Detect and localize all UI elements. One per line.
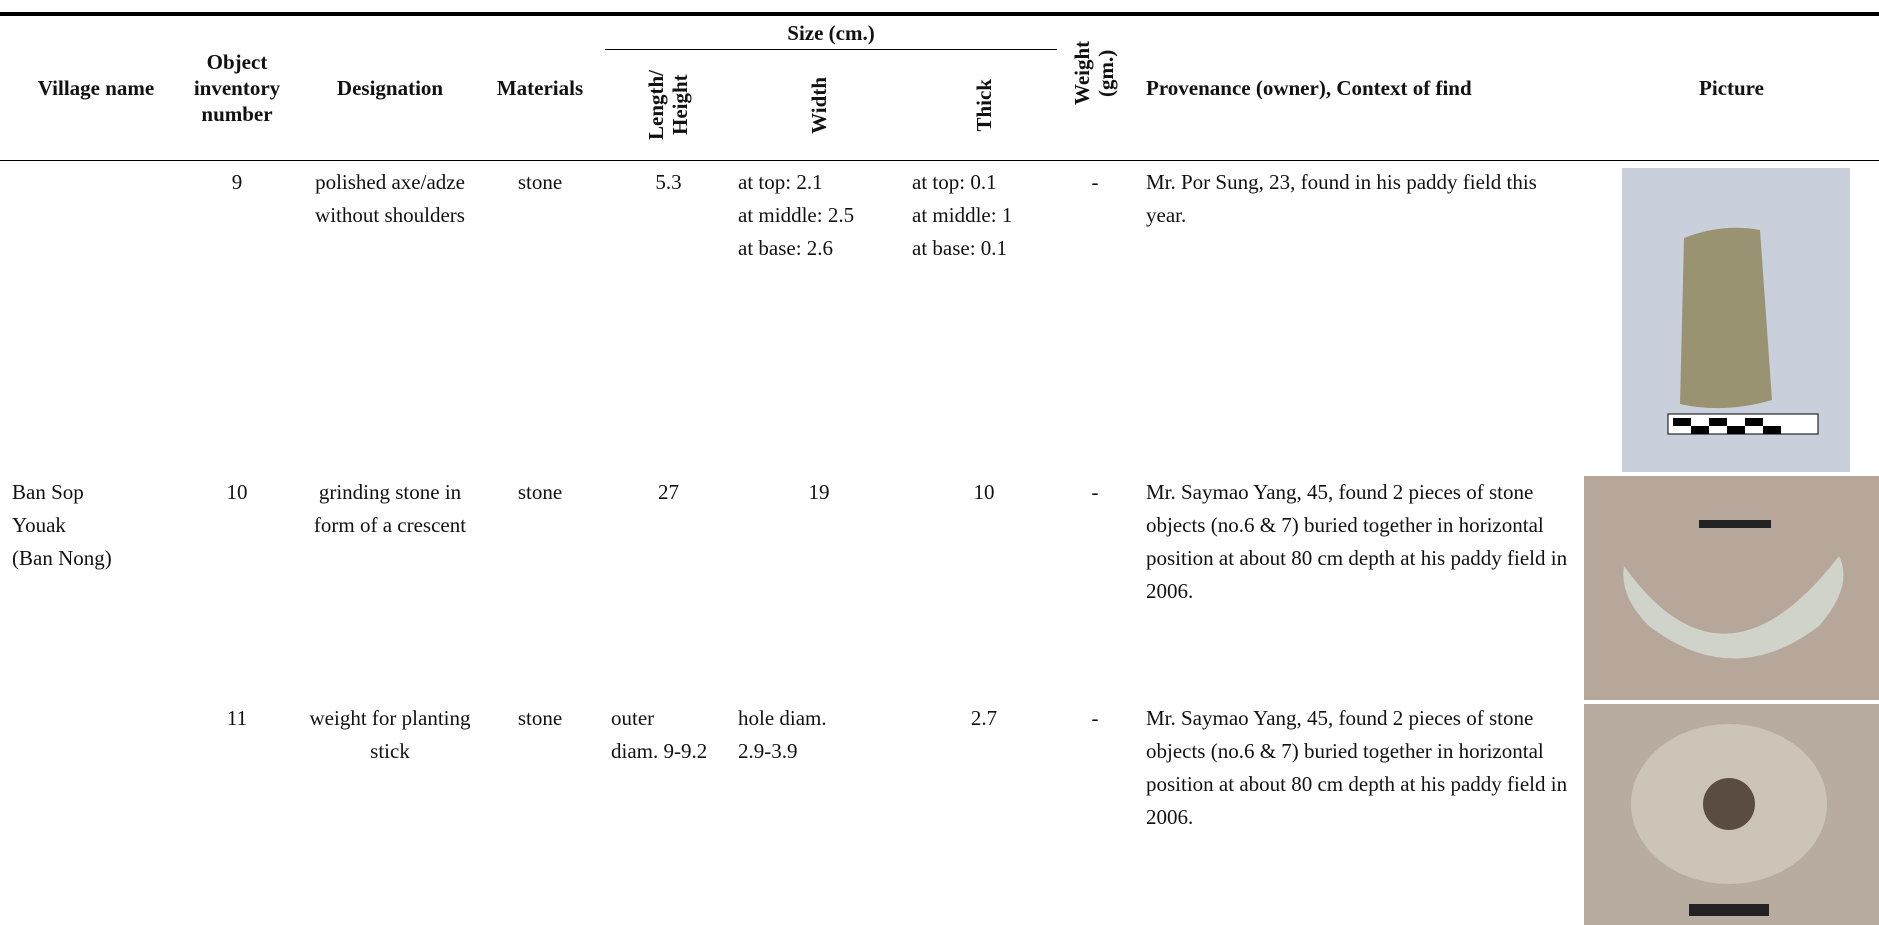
header-cell: Designation [300,18,480,158]
number-cell: 9 [231,170,243,194]
header-text: Provenance (owner), Context of find [1146,76,1472,100]
provenance-cell: Mr. Saymao Yang, 45, found 2 pieces of s… [1146,480,1568,603]
object-photo [1584,704,1879,925]
header-text: Village name [37,76,155,100]
header-cell: Size (cm.) [605,16,1057,50]
length-cell: 5.3 [655,170,682,194]
header-cell: Weight (gm.) [1062,18,1128,128]
length-cell: outer diam. 9-9.2 [605,702,732,768]
designation-cell: polished axe/adze without shoulders [315,170,465,227]
materials-cell: stone [517,706,563,730]
cell-line: Youak [12,513,66,537]
object-photo [1584,476,1879,700]
width-cell: hole diam. 2.9-3.9 [732,702,906,768]
header-text: Picture [1699,76,1764,100]
length-cell: 27 [658,480,679,504]
header-text: Size (cm.) [787,21,875,45]
width-cell: at top: 2.1 at middle: 2.5 at base: 2.6 [732,166,906,265]
header-cell: Village name [0,18,192,158]
header-text: Weight (gm.) [1070,40,1118,106]
header-text: Thick [972,78,996,132]
designation-cell: grinding stone in form of a crescent [313,480,467,537]
thick-cell: 10 [973,480,995,504]
materials-cell: stone [517,480,563,504]
header-cell: Picture [1584,18,1879,158]
cell-line: (Ban Nong) [12,546,112,570]
number-cell: 10 [226,480,248,504]
weight-cell: - [1091,480,1099,504]
thick-cell: at top: 0.1 at middle: 1 at base: 0.1 [906,166,1062,265]
header-text: Designation [336,76,444,100]
cell-line: at base: 0.1 [912,236,1008,260]
number-cell: 11 [226,706,248,730]
header-cell: Width [732,52,906,158]
provenance-cell: Mr. Por Sung, 23, found in his paddy fie… [1146,170,1537,227]
materials-cell: stone [517,170,563,194]
designation-cell: weight for planting stick [309,706,471,763]
header-text: Object inventory number [193,50,281,126]
cell-line: 2.9-3.9 [738,739,798,763]
cell-line: Ban Sop [12,480,84,504]
object-photo [1622,168,1850,472]
header-cell: Object inventory number [192,18,282,158]
cell-line: outer [611,706,655,730]
header-text: Width [807,76,831,134]
header-rule [0,160,1879,161]
cell-line: diam. 9-9.2 [611,739,708,763]
cell-line: at top: 2.1 [738,170,823,194]
cell-line: at top: 0.1 [912,170,997,194]
cell-line: at middle: 2.5 [738,203,855,227]
header-text: Materials [496,76,584,100]
header-text: Length/ Height [643,70,692,141]
header-cell: Length/ Height [605,52,732,158]
size-rule [605,49,1057,50]
provenance-cell: Mr. Saymao Yang, 45, found 2 pieces of s… [1146,706,1568,829]
top-rule [0,12,1879,16]
weight-cell: - [1091,170,1099,194]
cell-line: at base: 2.6 [738,236,834,260]
village-cell: Ban Sop Youak (Ban Nong) [6,476,192,575]
header-cell: Thick [906,52,1062,158]
header-cell: Materials [480,18,600,158]
width-cell: 19 [808,480,830,504]
cell-line: at middle: 1 [912,203,1013,227]
cell-line: hole diam. [738,706,827,730]
weight-cell: - [1091,706,1099,730]
thick-cell: 2.7 [970,706,998,730]
header-cell: Provenance (owner), Context of find [1140,18,1584,158]
